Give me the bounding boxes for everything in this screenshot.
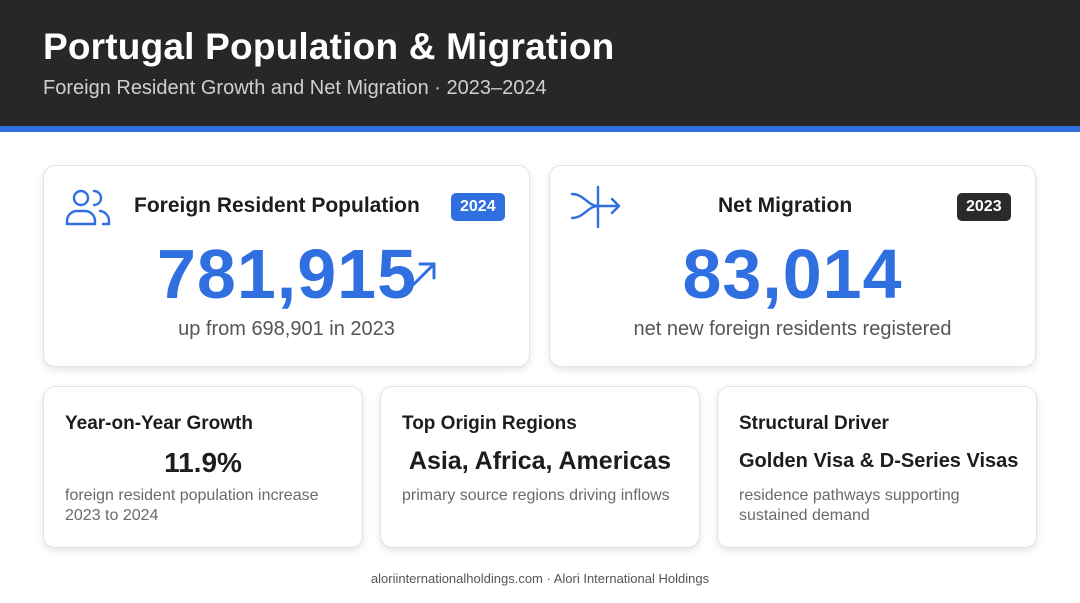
net-migration-value: 83,014 bbox=[682, 235, 903, 313]
people-icon bbox=[65, 189, 111, 226]
arrow-up-right-icon bbox=[412, 262, 436, 286]
driver-title: Structural Driver bbox=[739, 413, 889, 434]
header: Portugal Population & Migration Foreign … bbox=[0, 0, 1080, 126]
page-title: Portugal Population & Migration bbox=[43, 26, 615, 67]
page-subtitle: Foreign Resident Growth and Net Migratio… bbox=[43, 77, 547, 99]
net-migration-caption: net new foreign residents registered bbox=[633, 318, 952, 340]
year-badge: 2023 bbox=[957, 193, 1011, 221]
origin-card: Top Origin Regions Asia, Africa, America… bbox=[380, 386, 700, 548]
growth-card: Year-on-Year Growth 11.9% foreign reside… bbox=[43, 386, 363, 548]
foreign-resident-caption: up from 698,901 in 2023 bbox=[178, 318, 395, 340]
growth-value: 11.9% bbox=[164, 447, 242, 478]
foreign-resident-value: 781,915 bbox=[157, 235, 418, 313]
driver-value: Golden Visa & D-Series Visas bbox=[739, 450, 1019, 472]
year-badge: 2024 bbox=[451, 193, 505, 221]
growth-title: Year-on-Year Growth bbox=[65, 413, 253, 434]
net-migration-card: Net Migration 2023 83,014 net new foreig… bbox=[549, 165, 1036, 367]
driver-card: Structural Driver Golden Visa & D-Series… bbox=[717, 386, 1037, 548]
foreign-resident-title: Foreign Resident Population bbox=[134, 194, 420, 217]
driver-caption: residence pathways supporting sustained … bbox=[739, 487, 960, 524]
origin-caption: primary source regions driving inflows bbox=[402, 487, 670, 504]
growth-caption: foreign resident population increase 202… bbox=[65, 487, 319, 524]
footer-text: aloriinternationalholdings.com · Alori I… bbox=[370, 571, 710, 586]
origin-value: Asia, Africa, Americas bbox=[408, 447, 672, 475]
net-migration-title: Net Migration bbox=[718, 194, 853, 217]
foreign-resident-card: Foreign Resident Population 2024 781,915… bbox=[43, 165, 530, 367]
header-accent-bar bbox=[0, 126, 1080, 132]
origin-title: Top Origin Regions bbox=[402, 413, 577, 434]
merge-arrow-icon bbox=[570, 185, 621, 229]
